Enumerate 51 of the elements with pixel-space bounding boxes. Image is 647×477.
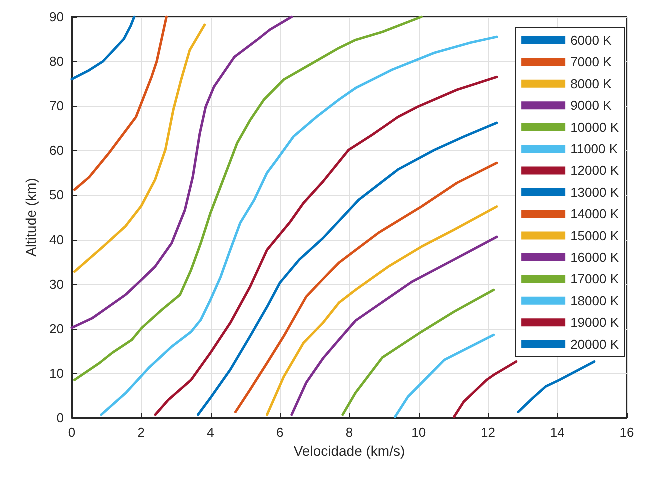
x-tick-label: 4 xyxy=(207,425,214,440)
x-tick-label: 12 xyxy=(481,425,496,440)
y-tick-label: 30 xyxy=(50,276,64,292)
legend-label: 16000 K xyxy=(570,250,620,265)
legend-label: 8000 K xyxy=(570,76,612,92)
x-tick-label: 10 xyxy=(412,425,426,440)
legend-label: 20000 K xyxy=(570,336,620,352)
y-tick-label: 40 xyxy=(50,232,64,248)
legend-label: 14000 K xyxy=(570,206,620,222)
y-tick-label: 10 xyxy=(50,366,64,381)
line-series xyxy=(74,24,206,274)
line-series xyxy=(342,288,496,416)
y-tick-label: 20 xyxy=(50,321,64,336)
legend-label: 12000 K xyxy=(570,163,620,178)
y-axis-title: Altitude (km) xyxy=(23,178,39,257)
x-axis-title: Velocidade (km/s) xyxy=(294,443,406,459)
legend-label: 19000 K xyxy=(570,315,620,330)
x-tick-label: 2 xyxy=(138,425,145,440)
x-tick-label: 6 xyxy=(276,425,284,440)
line-series xyxy=(70,16,294,330)
line-series xyxy=(394,334,496,418)
line-series xyxy=(74,16,423,382)
y-tick-label: 50 xyxy=(50,188,64,203)
line-series xyxy=(197,122,498,416)
line-series xyxy=(453,360,518,418)
x-tick-label: 0 xyxy=(68,425,76,440)
line-series xyxy=(290,236,498,416)
x-tick-label: 16 xyxy=(620,425,634,440)
legend-label: 18000 K xyxy=(570,293,620,308)
y-tick-label: 60 xyxy=(50,143,64,158)
legend-label: 11000 K xyxy=(570,142,618,156)
legend-label: 10000 K xyxy=(570,120,620,135)
legend-label: 13000 K xyxy=(570,184,620,200)
legend-label: 17000 K xyxy=(570,272,620,287)
y-tick-label: 90 xyxy=(50,10,64,24)
legend-label: 15000 K xyxy=(570,228,620,244)
legend-label: 7000 K xyxy=(570,54,612,70)
y-tick-label: 80 xyxy=(50,54,64,70)
y-tick-label: 70 xyxy=(50,98,64,114)
legend-label: 6000 K xyxy=(570,33,612,48)
line-series xyxy=(70,16,136,81)
line-series xyxy=(74,16,168,192)
y-tick-label: 0 xyxy=(56,410,64,426)
line-series xyxy=(234,162,498,414)
line-series xyxy=(517,360,596,414)
legend-label: 9000 K xyxy=(570,98,612,114)
x-tick-label: 14 xyxy=(550,425,565,440)
line-series xyxy=(100,36,498,416)
line-series xyxy=(154,76,498,416)
line-series xyxy=(266,206,498,416)
x-tick-label: 8 xyxy=(346,425,354,440)
